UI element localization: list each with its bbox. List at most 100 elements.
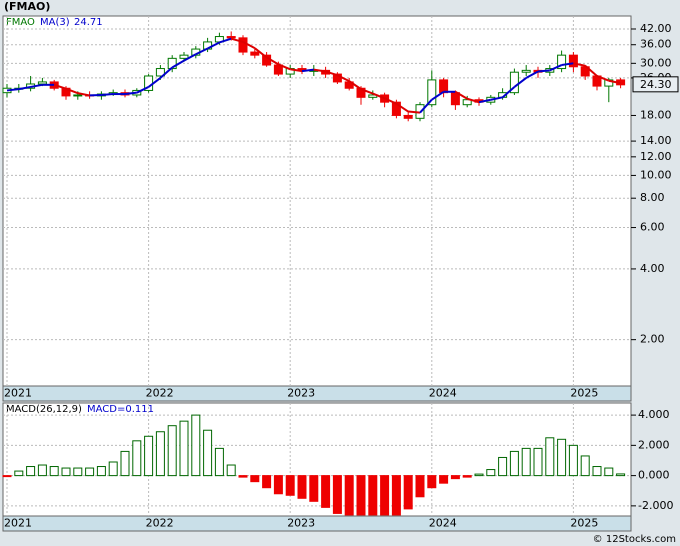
ma-segment: [266, 56, 279, 66]
candle-body: [557, 54, 567, 70]
ma-segment: [537, 69, 550, 73]
ma-segment: [18, 85, 31, 91]
macd-bar: [214, 447, 224, 477]
ma-segment: [513, 77, 527, 88]
macd-bar: [557, 438, 567, 477]
ma-segment: [147, 77, 162, 88]
candle-body: [568, 54, 578, 68]
macd-bar: [462, 475, 472, 478]
macd-bar: [321, 475, 331, 508]
y-tick-label: 36.00: [640, 38, 672, 51]
legend-ma-value: 24.71: [74, 17, 103, 28]
ma-segment: [419, 99, 433, 114]
candle-body: [155, 68, 165, 77]
macd-bar: [332, 475, 342, 514]
y-tick-label: 2.00: [640, 333, 665, 346]
macd-bar: [380, 475, 390, 516]
macd-bar: [486, 469, 496, 477]
candle-body: [403, 114, 413, 119]
legend-symbol: FMAO: [6, 17, 35, 28]
x-tick-label: 2022: [146, 387, 174, 400]
ma-segment: [242, 41, 256, 50]
macd-bar: [391, 475, 401, 516]
ma-segment: [101, 93, 114, 96]
ma-segment: [159, 66, 173, 79]
ma-segment: [372, 92, 385, 100]
macd-bar: [61, 467, 71, 477]
macd-bar: [108, 461, 118, 477]
macd-bar: [439, 475, 449, 484]
y-tick-label: -2.000: [638, 499, 673, 512]
y-tick-label: 2.000: [638, 438, 670, 451]
ma-segment: [384, 97, 397, 105]
x-tick-label: 2025: [570, 517, 598, 530]
y-tick-label: 12.00: [640, 150, 672, 163]
macd-bar: [509, 450, 519, 477]
macd-bar: [498, 456, 508, 477]
macd-bar: [533, 447, 543, 477]
x-tick-label: 2023: [287, 387, 315, 400]
macd-bar: [226, 464, 236, 477]
y-tick-label: 4.000: [638, 408, 670, 421]
ma-segment: [325, 70, 338, 77]
macd-bar: [474, 473, 484, 477]
macd-bar: [167, 425, 177, 477]
ma-segment: [219, 37, 232, 44]
candle-body: [427, 79, 437, 106]
macd-bar: [179, 420, 189, 477]
ma-segment: [230, 37, 244, 43]
macd-bar: [203, 429, 213, 477]
ma-segment: [549, 64, 563, 72]
y-tick-label: 6.00: [640, 221, 665, 234]
candle-body: [439, 79, 449, 94]
macd-bar: [144, 435, 154, 477]
macd-bar: [297, 475, 307, 499]
macd-bar: [616, 473, 626, 477]
macd-bar: [450, 475, 460, 480]
macd-bar: [191, 414, 201, 477]
x-tick-label: 2021: [4, 387, 32, 400]
ma-segment: [6, 88, 19, 92]
ma-segment: [65, 87, 79, 95]
macd-bar: [85, 467, 95, 477]
macd-bar: [26, 466, 36, 477]
x-tick-label: 2024: [429, 517, 457, 530]
ma-segment: [278, 63, 291, 71]
ma-segment: [525, 70, 539, 79]
candle-body: [391, 101, 401, 116]
ma-segment: [30, 83, 43, 88]
ma-segment: [207, 41, 220, 50]
candle-body: [37, 81, 47, 85]
ma-segment: [254, 47, 268, 59]
macd-bar: [568, 444, 578, 477]
x-axis-band: [2, 515, 632, 532]
last-price-box: [632, 76, 679, 93]
ma-segment: [431, 90, 445, 101]
y-tick-label: 10.00: [640, 168, 672, 181]
macd-bar: [403, 475, 413, 510]
macd-bar: [14, 470, 24, 477]
ma-segment: [584, 64, 598, 77]
macd-bar: [415, 475, 425, 498]
last-price-label: 24.30: [640, 78, 672, 91]
macd-bar: [238, 475, 248, 478]
macd-bar: [120, 450, 130, 477]
macd-bar: [592, 466, 602, 477]
ma-segment: [195, 47, 209, 56]
x-tick-label: 2022: [146, 517, 174, 530]
ma-segment: [313, 68, 326, 73]
ma-segment: [301, 68, 314, 73]
y-tick-label: 14.00: [640, 134, 672, 147]
macd-bar: [521, 447, 531, 477]
y-tick-label: 42.00: [640, 22, 672, 35]
macd-title: MACD(26,12,9): [6, 404, 82, 415]
macd-bar: [309, 475, 319, 502]
macd-bar: [132, 440, 142, 477]
macd-bar: [604, 467, 614, 477]
legend-ma: MA(3): [40, 17, 70, 28]
x-axis-band: [2, 385, 632, 402]
ma-segment: [596, 75, 610, 82]
macd-bar: [545, 437, 555, 477]
